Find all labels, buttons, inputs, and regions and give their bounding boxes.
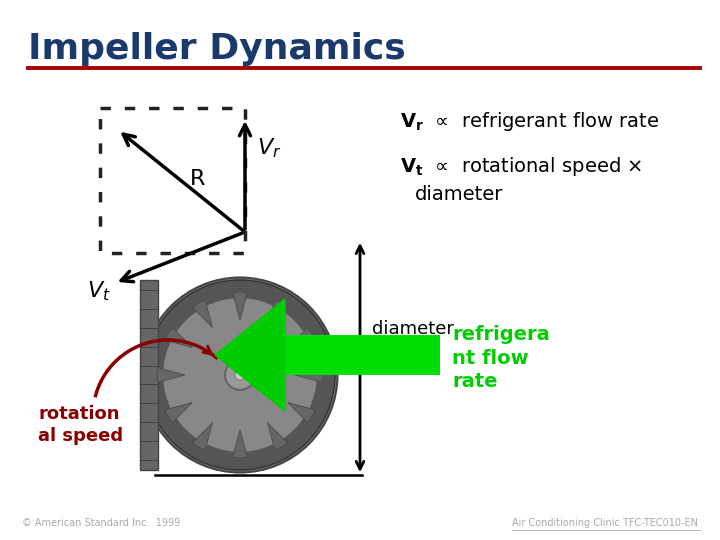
Bar xyxy=(371,342,440,368)
Bar xyxy=(278,344,440,366)
Wedge shape xyxy=(287,402,315,422)
Text: Air Conditioning Clinic TFC-TEC010-EN: Air Conditioning Clinic TFC-TEC010-EN xyxy=(512,518,698,528)
Bar xyxy=(394,341,440,368)
Ellipse shape xyxy=(145,280,335,470)
Wedge shape xyxy=(233,292,247,320)
Ellipse shape xyxy=(143,278,338,472)
Ellipse shape xyxy=(235,370,245,380)
Bar xyxy=(301,343,440,367)
Bar xyxy=(325,343,440,367)
Text: Impeller Dynamics: Impeller Dynamics xyxy=(28,32,406,66)
Wedge shape xyxy=(268,423,287,450)
Wedge shape xyxy=(287,328,315,348)
Bar xyxy=(285,335,440,375)
Wedge shape xyxy=(166,328,192,348)
Text: $V_t$: $V_t$ xyxy=(87,279,111,303)
Bar xyxy=(140,280,158,470)
Ellipse shape xyxy=(225,360,255,390)
Wedge shape xyxy=(193,423,212,450)
Wedge shape xyxy=(193,300,212,327)
Bar xyxy=(100,108,245,253)
Bar xyxy=(417,341,440,369)
Wedge shape xyxy=(166,402,192,422)
Text: $V_r$: $V_r$ xyxy=(257,136,282,160)
Wedge shape xyxy=(295,368,323,382)
Bar xyxy=(255,345,440,366)
Text: R: R xyxy=(189,169,205,189)
Polygon shape xyxy=(215,299,285,411)
Text: diameter: diameter xyxy=(372,320,454,338)
Text: diameter: diameter xyxy=(415,185,503,204)
Text: rotation
al speed: rotation al speed xyxy=(38,405,123,445)
Bar xyxy=(348,342,440,368)
Wedge shape xyxy=(268,300,287,327)
Wedge shape xyxy=(157,368,185,382)
Ellipse shape xyxy=(163,298,318,453)
Text: $\mathbf{V_t}$  ∝  rotational speed ×: $\mathbf{V_t}$ ∝ rotational speed × xyxy=(400,155,642,178)
Text: © American Standard Inc.  1999: © American Standard Inc. 1999 xyxy=(22,518,180,528)
Text: refrigera
nt flow
rate: refrigera nt flow rate xyxy=(452,325,550,391)
Wedge shape xyxy=(233,430,247,458)
Text: $\mathbf{V_r}$  ∝  refrigerant flow rate: $\mathbf{V_r}$ ∝ refrigerant flow rate xyxy=(400,110,659,133)
